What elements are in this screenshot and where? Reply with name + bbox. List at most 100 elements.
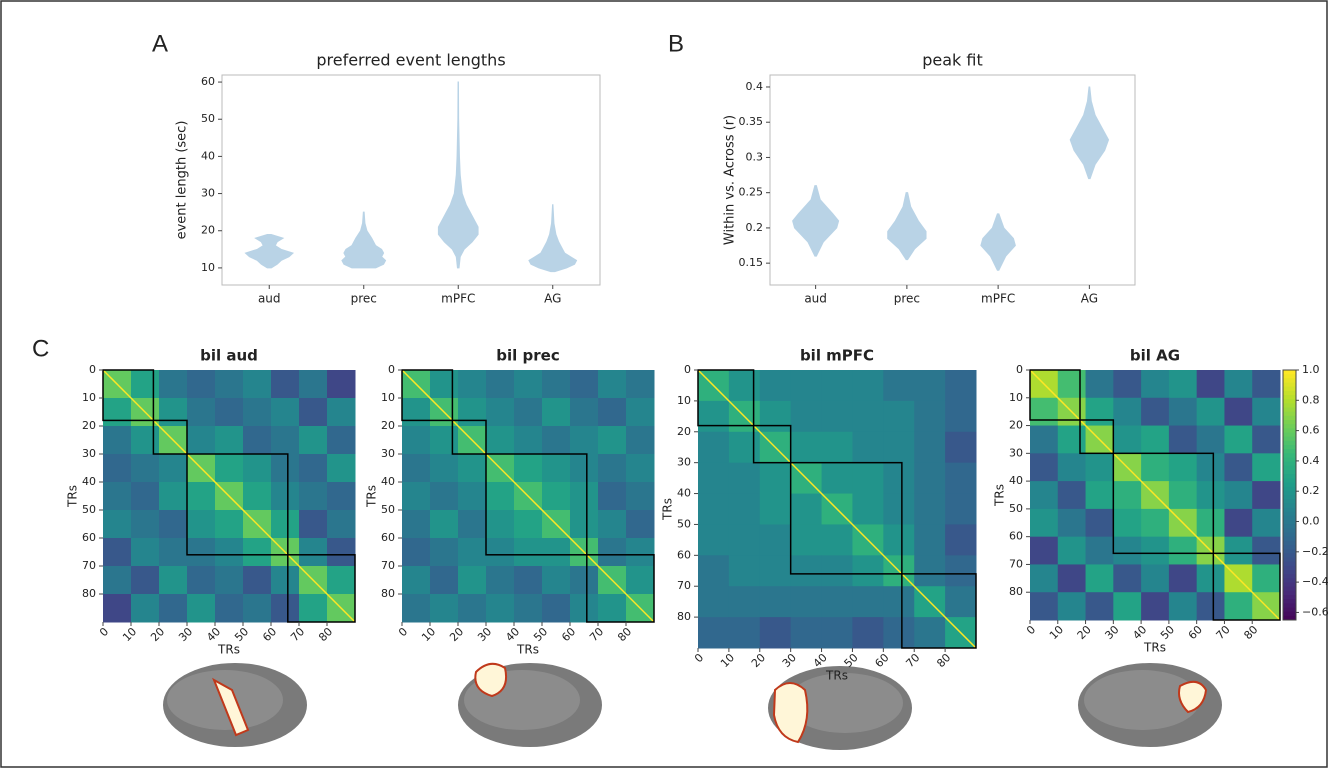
event-box <box>752 424 792 464</box>
x-tick-label: 60 <box>1186 623 1205 642</box>
heatmap-cell <box>243 482 272 511</box>
heatmap-cell <box>458 370 487 399</box>
heatmap-cell <box>1113 397 1142 427</box>
heatmap-cell <box>698 400 730 433</box>
heatmap-cell <box>243 566 272 595</box>
heatmap-cell <box>570 566 599 595</box>
heatmap-cell <box>402 594 431 623</box>
heatmap-cell <box>299 594 328 623</box>
heatmap-cell <box>1168 397 1198 427</box>
violin <box>437 81 479 269</box>
heatmap-cell <box>698 462 730 495</box>
heatmap-cell <box>852 431 884 464</box>
colorbar-segment <box>1283 428 1296 433</box>
heatmap-cell <box>570 398 599 427</box>
colorbar-tick-label: 0.4 <box>1302 454 1320 467</box>
heatmap-cell <box>698 431 730 464</box>
x-tick-label: 10 <box>1047 623 1066 642</box>
y-tick-label: 70 <box>82 559 96 572</box>
colorbar-segment <box>1283 586 1296 592</box>
heatmap-cell <box>852 617 884 649</box>
heatmap-cell <box>698 524 730 556</box>
heatmap-cell <box>187 370 216 399</box>
heatmap-cell <box>698 555 730 587</box>
x-tick-label: 80 <box>1241 623 1260 642</box>
heatmap-cell <box>1141 397 1170 427</box>
heatmap-cell <box>299 482 328 511</box>
chart-title: bil AG <box>1130 347 1180 365</box>
heatmap-cell <box>514 566 543 595</box>
violin <box>528 204 578 273</box>
heatmap-cell <box>598 426 627 455</box>
heatmap-cell <box>131 482 160 511</box>
colorbar-segment <box>1283 499 1296 504</box>
colorbar-segment <box>1283 578 1296 583</box>
colorbar-tick-label: −0.4 <box>1302 575 1328 588</box>
heatmap-cell <box>542 594 571 623</box>
heatmap-cell <box>327 426 356 455</box>
heatmap-cell <box>759 524 792 556</box>
heatmap-cell <box>327 398 356 427</box>
heatmap-cell <box>542 370 571 399</box>
heatmap-cell <box>1196 564 1225 593</box>
x-tick-label: 10 <box>120 625 139 644</box>
colorbar-segment <box>1283 407 1296 413</box>
colorbar-segment <box>1283 524 1296 529</box>
colorbar-segment <box>1283 470 1296 475</box>
heatmap-cell <box>945 370 977 402</box>
heatmap-cell <box>626 454 655 483</box>
colorbar-segment <box>1283 486 1296 492</box>
y-tick-label: 40 <box>381 475 395 488</box>
heatmap-cell <box>914 431 946 464</box>
colorbar-segment <box>1283 386 1296 392</box>
heatmap-cell <box>103 398 132 427</box>
event-box <box>401 369 454 422</box>
chart-title: peak fit <box>922 51 983 70</box>
x-tick-label: AG <box>1081 292 1098 306</box>
event-box <box>901 573 977 649</box>
colorbar-segment <box>1283 520 1296 525</box>
heatmap-cell <box>243 370 272 399</box>
heatmap-cell <box>299 398 328 427</box>
colorbar-segment <box>1283 611 1296 617</box>
x-tick-label: 20 <box>1075 623 1094 642</box>
y-tick-label: 10 <box>381 391 395 404</box>
colorbar-segment <box>1283 582 1296 588</box>
heatmap-cell <box>728 586 761 618</box>
heatmap-cell <box>514 426 543 455</box>
heatmap-cell <box>1196 397 1225 427</box>
x-tick-label: 50 <box>531 625 550 644</box>
heatmap-cell <box>883 431 915 464</box>
y-tick-label: 30 <box>677 456 691 469</box>
heatmap-cell <box>759 586 792 618</box>
colorbar-segment <box>1283 590 1296 596</box>
colorbar-segment <box>1283 453 1296 458</box>
heatmap-cell <box>1141 425 1170 454</box>
heatmap-cell <box>1252 453 1281 482</box>
heatmap-cell <box>1168 481 1198 510</box>
heatmap-cell <box>159 538 188 567</box>
event-box <box>186 453 289 556</box>
heatmap-cell <box>486 370 515 399</box>
heatmap-cell <box>759 370 792 402</box>
colorbar-segment <box>1283 511 1296 517</box>
heatmap-cell <box>271 566 300 595</box>
heatmap-cell <box>131 538 160 567</box>
y-axis-label: Within vs. Across (r) <box>723 115 738 245</box>
heatmap-cell <box>1141 508 1170 538</box>
heatmap-cell <box>1168 592 1198 621</box>
x-tick-label: 30 <box>176 625 195 644</box>
heatmap-cell <box>790 370 823 402</box>
heatmap-cell <box>698 617 730 649</box>
chart-title: bil mPFC <box>800 347 874 365</box>
heatmap-cell <box>1113 481 1142 510</box>
heatmap-cell <box>430 538 459 567</box>
heatmap-cell <box>1224 592 1253 621</box>
diagonal <box>401 369 655 623</box>
heatmap-cell <box>1168 425 1198 454</box>
colorbar-segment <box>1283 607 1296 613</box>
colorbar-segment <box>1283 478 1296 483</box>
heatmap-cell <box>187 482 216 511</box>
x-tick-label: mPFC <box>441 292 475 306</box>
heatmap-cell <box>514 454 543 483</box>
